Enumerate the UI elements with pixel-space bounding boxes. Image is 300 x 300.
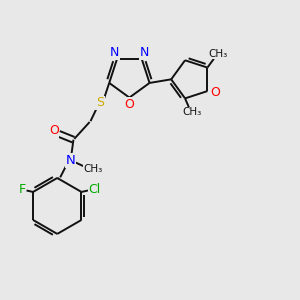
- Text: F: F: [18, 183, 26, 196]
- Text: O: O: [210, 86, 220, 99]
- Text: O: O: [49, 124, 59, 137]
- Text: N: N: [110, 46, 119, 59]
- Text: CH₃: CH₃: [83, 164, 103, 173]
- Text: Cl: Cl: [88, 183, 100, 196]
- Text: N: N: [66, 154, 75, 167]
- Text: CH₃: CH₃: [182, 107, 201, 117]
- Text: N: N: [140, 46, 149, 59]
- Text: S: S: [96, 96, 104, 110]
- Text: O: O: [124, 98, 134, 111]
- Text: CH₃: CH₃: [209, 49, 228, 59]
